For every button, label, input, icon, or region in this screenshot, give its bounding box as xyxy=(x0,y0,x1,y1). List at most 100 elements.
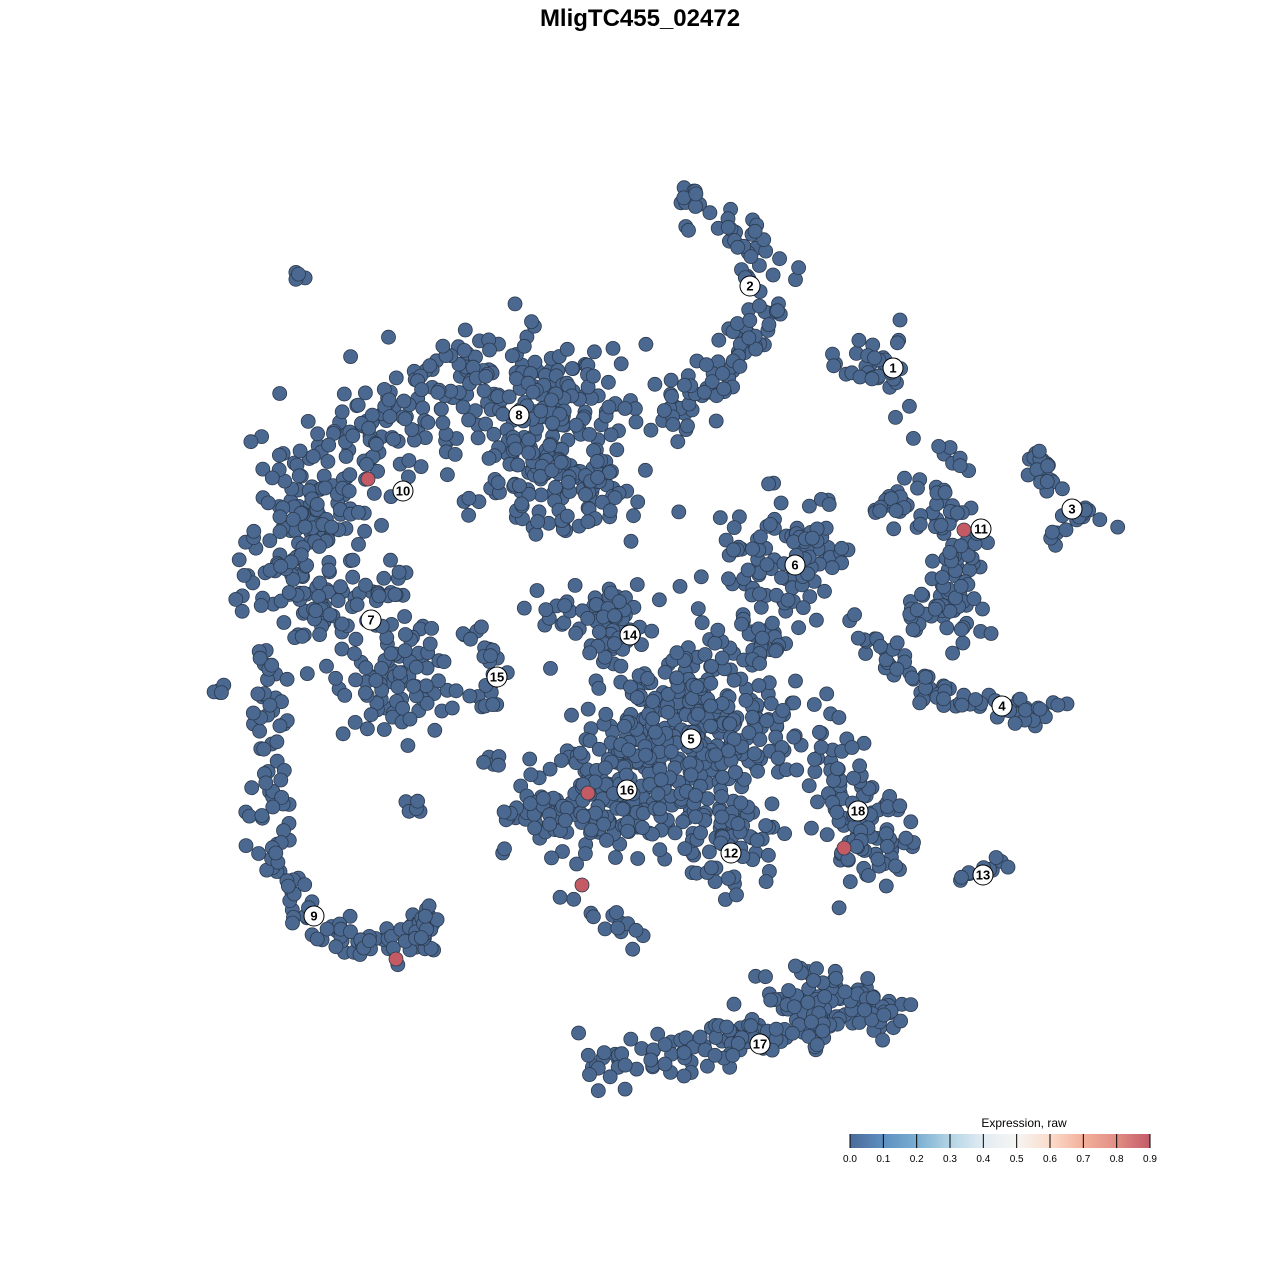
cell-point xyxy=(716,381,732,397)
chart-title: MligTC455_02472 xyxy=(540,5,740,32)
cell-point xyxy=(645,694,661,709)
cell-point xyxy=(628,414,644,430)
cell-point xyxy=(462,688,478,704)
cluster-label-text: 1 xyxy=(889,361,896,376)
cell-point xyxy=(580,611,596,626)
cell-point xyxy=(420,415,436,430)
cell-point xyxy=(638,336,654,352)
cell-point xyxy=(347,715,363,730)
cell-point xyxy=(676,1045,692,1061)
cell-point xyxy=(610,920,626,936)
cell-point xyxy=(733,795,749,811)
cluster-label-6: 6 xyxy=(784,554,806,576)
cell-point xyxy=(988,850,1004,865)
cell-point xyxy=(953,538,969,554)
cell-point xyxy=(842,874,858,890)
cell-point xyxy=(844,740,860,755)
cell-point xyxy=(628,922,644,938)
cell-point xyxy=(931,438,947,454)
cell-point xyxy=(364,407,380,423)
cell-point xyxy=(615,801,631,817)
cell-point xyxy=(496,804,512,820)
expressing-cell-point xyxy=(956,522,972,538)
cell-point xyxy=(529,583,545,598)
cell-point xyxy=(1058,522,1074,538)
cell-point xyxy=(406,678,421,694)
cell-point xyxy=(245,705,261,721)
cell-point xyxy=(761,476,776,492)
cell-point xyxy=(770,303,785,319)
cell-point xyxy=(703,675,719,691)
cell-point xyxy=(359,721,375,737)
cell-point xyxy=(291,468,307,484)
legend-colorbar xyxy=(850,1134,1150,1148)
cell-point xyxy=(463,631,478,647)
cell-point xyxy=(949,505,965,521)
cell-point xyxy=(357,685,373,701)
cell-point xyxy=(291,266,306,282)
cell-point xyxy=(697,647,713,662)
cell-point xyxy=(253,598,269,613)
cell-point xyxy=(357,385,373,401)
cell-point xyxy=(272,524,288,540)
cell-point xyxy=(264,470,280,486)
cell-point xyxy=(333,579,348,595)
cluster-label-badge xyxy=(1061,498,1083,520)
cell-point xyxy=(867,350,882,366)
cell-point xyxy=(524,314,539,330)
cell-point xyxy=(663,744,679,759)
cell-point xyxy=(522,796,538,811)
cell-point xyxy=(319,658,334,674)
cell-point xyxy=(693,569,709,585)
cell-point xyxy=(745,541,760,557)
cluster-label-7: 7 xyxy=(360,609,382,631)
cell-point xyxy=(791,260,806,276)
cell-point xyxy=(268,845,284,861)
cell-point xyxy=(320,454,336,469)
cell-point xyxy=(281,585,297,600)
cell-point xyxy=(892,798,908,814)
cell-point xyxy=(626,508,641,524)
cell-point xyxy=(829,804,845,820)
cell-point xyxy=(490,475,506,491)
cell-point xyxy=(694,615,710,631)
legend-tick-label: 0.7 xyxy=(1076,1154,1090,1165)
cell-point xyxy=(231,552,247,568)
cluster-label-16: 16 xyxy=(616,779,638,801)
cell-point xyxy=(311,539,327,554)
cell-point xyxy=(688,199,703,214)
cluster-label-8: 8 xyxy=(508,404,530,426)
cell-point xyxy=(657,1056,673,1072)
cell-point xyxy=(1050,697,1066,713)
cell-point xyxy=(703,860,719,876)
cell-point xyxy=(927,601,943,617)
cell-point xyxy=(761,317,777,333)
cluster-label-text: 6 xyxy=(791,558,798,573)
cell-point xyxy=(491,757,506,773)
cluster-label-badge xyxy=(882,357,904,379)
cell-point xyxy=(837,984,853,1000)
cell-point xyxy=(337,688,353,703)
cell-point xyxy=(743,249,759,265)
cell-point xyxy=(817,583,832,599)
cell-point xyxy=(530,514,545,530)
cell-point xyxy=(905,622,921,637)
cell-point xyxy=(305,449,321,464)
cell-point xyxy=(535,791,551,806)
legend-tick-label: 0.4 xyxy=(976,1154,990,1165)
cell-point xyxy=(597,921,613,937)
cell-point xyxy=(872,503,888,519)
cell-point xyxy=(481,450,497,466)
cluster-label-badge xyxy=(847,800,869,822)
cell-point xyxy=(650,786,666,802)
cell-point xyxy=(435,415,451,431)
cell-point xyxy=(653,772,669,788)
cell-point xyxy=(328,670,344,686)
cell-point xyxy=(456,342,472,358)
cell-point xyxy=(371,588,387,604)
cell-point xyxy=(578,487,593,503)
expressing-cell-point xyxy=(388,951,404,967)
cell-point xyxy=(1007,716,1023,731)
cell-point xyxy=(846,770,861,786)
cell-point xyxy=(543,661,558,676)
